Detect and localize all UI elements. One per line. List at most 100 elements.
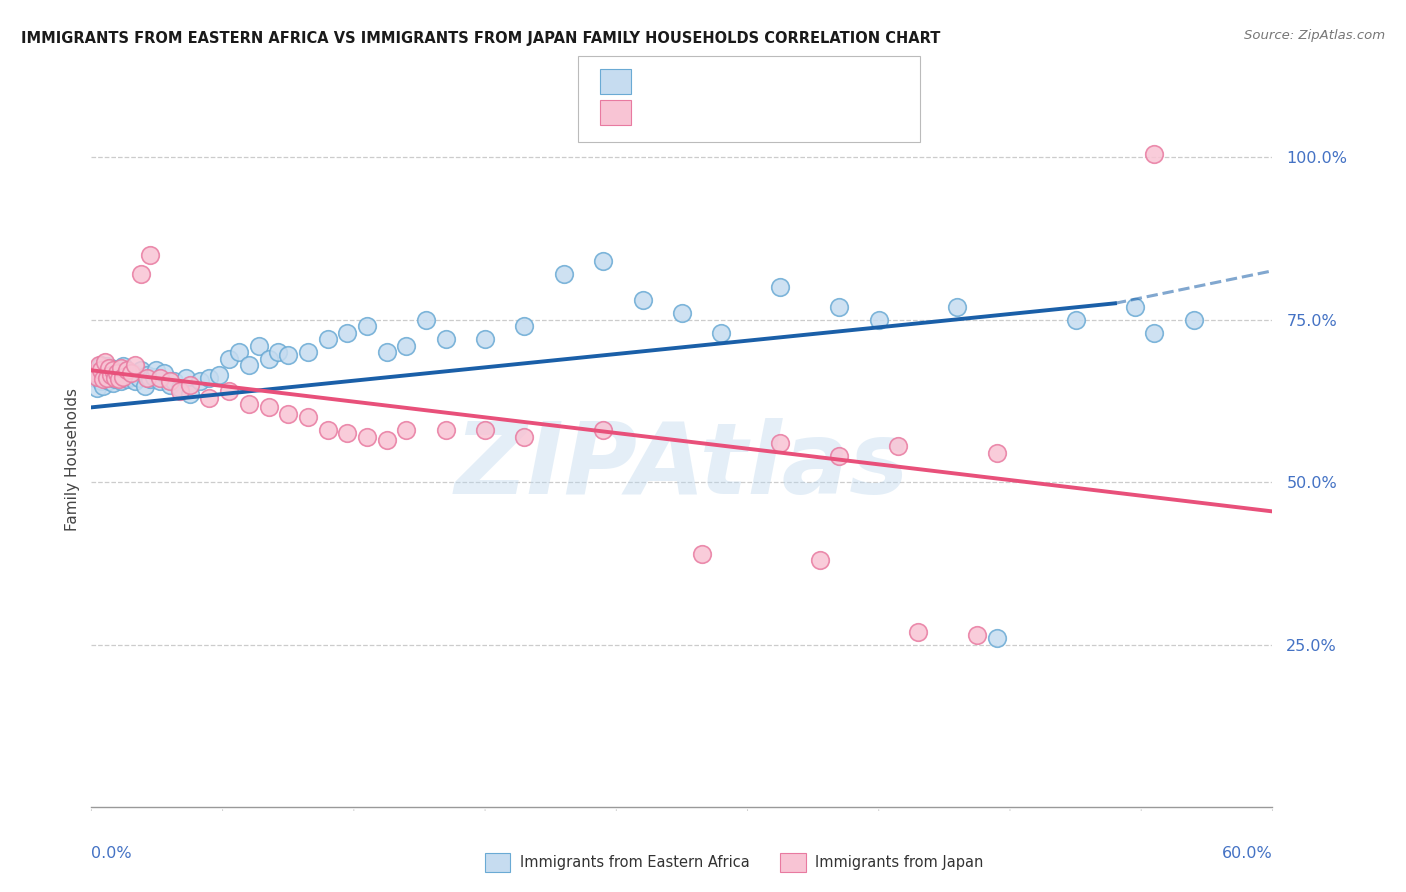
Point (808, 553, 831, 567)
Point (513, 319, 536, 334)
Point (1123, 300, 1146, 314)
Point (198, 391, 221, 405)
Point (149, 371, 172, 385)
Text: R = 0.444   N = 79: R = 0.444 N = 79 (640, 72, 818, 90)
Point (90, 375, 112, 389)
Point (128, 371, 150, 385)
Point (115, 363, 138, 377)
Point (828, 449, 851, 463)
Point (94, 369, 117, 384)
Point (98, 361, 121, 376)
Point (90, 358, 112, 372)
Point (159, 375, 181, 389)
Point (84, 371, 107, 385)
Text: Immigrants from Eastern Africa: Immigrants from Eastern Africa (520, 855, 749, 870)
Point (907, 624, 929, 639)
Point (316, 332, 339, 346)
Point (110, 363, 132, 377)
Point (356, 319, 378, 334)
Point (218, 384, 240, 398)
Point (91, 379, 114, 393)
Point (89, 358, 111, 372)
Point (828, 300, 851, 314)
Point (769, 280, 792, 294)
Text: 0.0%: 0.0% (91, 846, 132, 861)
Text: R = -0.231   N = 49: R = -0.231 N = 49 (640, 103, 825, 121)
Point (111, 369, 134, 384)
Point (159, 377, 181, 392)
Point (139, 247, 162, 261)
Point (316, 423, 339, 437)
Point (375, 433, 398, 447)
Point (110, 361, 132, 376)
Point (104, 371, 127, 385)
Point (96, 359, 118, 374)
Point (105, 363, 128, 377)
Point (434, 423, 457, 437)
Point (592, 254, 614, 268)
Point (149, 375, 172, 389)
Point (145, 363, 167, 377)
Point (179, 377, 201, 392)
Point (105, 366, 128, 380)
Point (120, 369, 142, 384)
Point (336, 426, 359, 441)
Point (434, 332, 457, 346)
Point (98, 365, 121, 379)
Point (415, 312, 437, 326)
Point (129, 267, 152, 281)
Point (395, 338, 418, 352)
Point (395, 423, 418, 437)
Point (238, 397, 260, 411)
Point (375, 345, 398, 359)
Point (986, 631, 1008, 645)
Point (1182, 312, 1205, 326)
Text: IMMIGRANTS FROM EASTERN AFRICA VS IMMIGRANTS FROM JAPAN FAMILY HOUSEHOLDS CORREL: IMMIGRANTS FROM EASTERN AFRICA VS IMMIGR… (21, 31, 941, 46)
Point (111, 371, 134, 385)
Point (89, 363, 111, 377)
Text: 60.0%: 60.0% (1222, 846, 1272, 861)
Point (100, 371, 122, 385)
Point (94, 363, 117, 377)
Point (277, 348, 299, 362)
Point (110, 375, 132, 389)
Point (868, 312, 890, 326)
Point (100, 368, 122, 382)
Point (104, 372, 127, 386)
Point (111, 359, 134, 374)
Point (96, 368, 118, 382)
Point (238, 358, 260, 372)
Point (887, 439, 910, 453)
Point (631, 293, 654, 307)
Point (769, 436, 792, 450)
Point (474, 423, 496, 437)
Point (86, 381, 108, 395)
Point (100, 361, 122, 376)
Point (208, 368, 231, 382)
Point (1064, 312, 1087, 326)
Point (513, 429, 536, 443)
Point (179, 387, 201, 401)
Point (108, 366, 131, 380)
Point (966, 628, 988, 642)
Point (91, 372, 114, 386)
Point (104, 368, 127, 382)
Point (257, 401, 280, 415)
Point (129, 363, 152, 377)
Point (188, 375, 211, 389)
Point (198, 371, 221, 385)
Point (101, 363, 124, 377)
Point (120, 366, 142, 380)
Point (115, 372, 138, 386)
Point (247, 338, 270, 352)
Point (671, 306, 693, 320)
Point (96, 371, 118, 385)
Point (1143, 326, 1166, 340)
Point (94, 355, 117, 369)
Point (336, 326, 359, 340)
Point (228, 345, 250, 359)
Y-axis label: Family Households: Family Households (65, 388, 80, 531)
Point (174, 371, 197, 385)
Point (139, 372, 162, 386)
Point (153, 366, 176, 380)
